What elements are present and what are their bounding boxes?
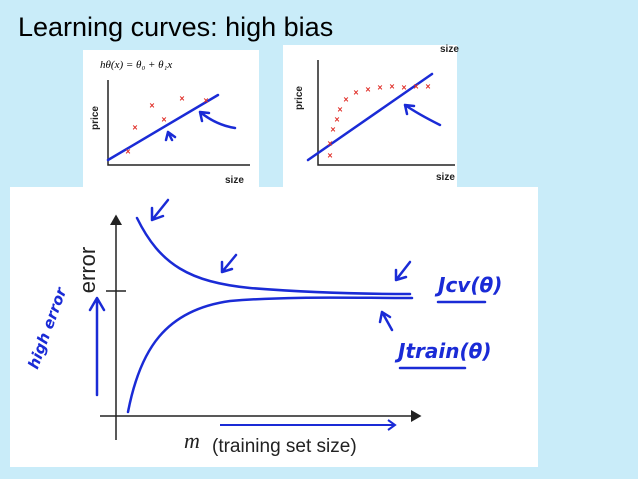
data-point: ×	[132, 122, 137, 132]
data-point: ×	[337, 104, 342, 114]
data-point: ×	[365, 84, 370, 94]
x-axis-label: size	[225, 175, 244, 186]
annotation: Jtrain(θ)	[394, 339, 491, 363]
data-point: ×	[343, 94, 348, 104]
cv-curve	[135, 216, 412, 296]
data-point: ×	[330, 124, 335, 134]
data-point: ×	[149, 100, 154, 110]
data-point: ×	[353, 87, 358, 97]
data-point: ×	[203, 95, 208, 105]
data-point: ×	[377, 82, 382, 92]
arrow	[378, 310, 394, 332]
data-point: ×	[179, 93, 184, 103]
data-points: × × × × × ×	[125, 93, 208, 156]
data-point: ×	[327, 150, 332, 160]
fit-line	[306, 72, 434, 162]
data-point: ×	[413, 81, 418, 91]
arrow	[198, 110, 237, 130]
data-point: ×	[425, 81, 430, 91]
top-label: size	[440, 44, 459, 55]
y-axis-label: price	[294, 86, 305, 110]
arrow	[88, 296, 106, 397]
y-axis-label: price	[90, 106, 101, 130]
data-point: ×	[389, 81, 394, 91]
arrow	[150, 198, 170, 222]
train-curve	[126, 296, 414, 414]
y-axis-label: error	[75, 247, 100, 293]
arrow	[394, 260, 412, 282]
plot-panel	[83, 50, 259, 187]
data-point: ×	[327, 138, 332, 148]
slide-title: Learning curves: high bias	[18, 12, 333, 42]
formula: hθ(x) = θ₀ + θ₁x	[100, 59, 172, 71]
data-points: ××× ××× × × × × × × ×	[327, 81, 430, 160]
arrow	[220, 253, 238, 274]
annotation: Jcv(θ)	[434, 273, 502, 297]
arrow	[164, 130, 177, 142]
arrow	[403, 103, 442, 127]
data-point: ×	[161, 114, 166, 124]
data-point: ×	[401, 82, 406, 92]
x-arrow	[220, 419, 397, 431]
data-point: ×	[334, 114, 339, 124]
axes	[107, 80, 250, 166]
fit-line	[106, 93, 220, 162]
axes	[317, 60, 455, 166]
x-axis-label: size	[436, 172, 455, 183]
x-axis-label: (training set size)	[212, 436, 357, 457]
data-point: ×	[125, 146, 130, 156]
x-symbol: m	[184, 428, 200, 453]
